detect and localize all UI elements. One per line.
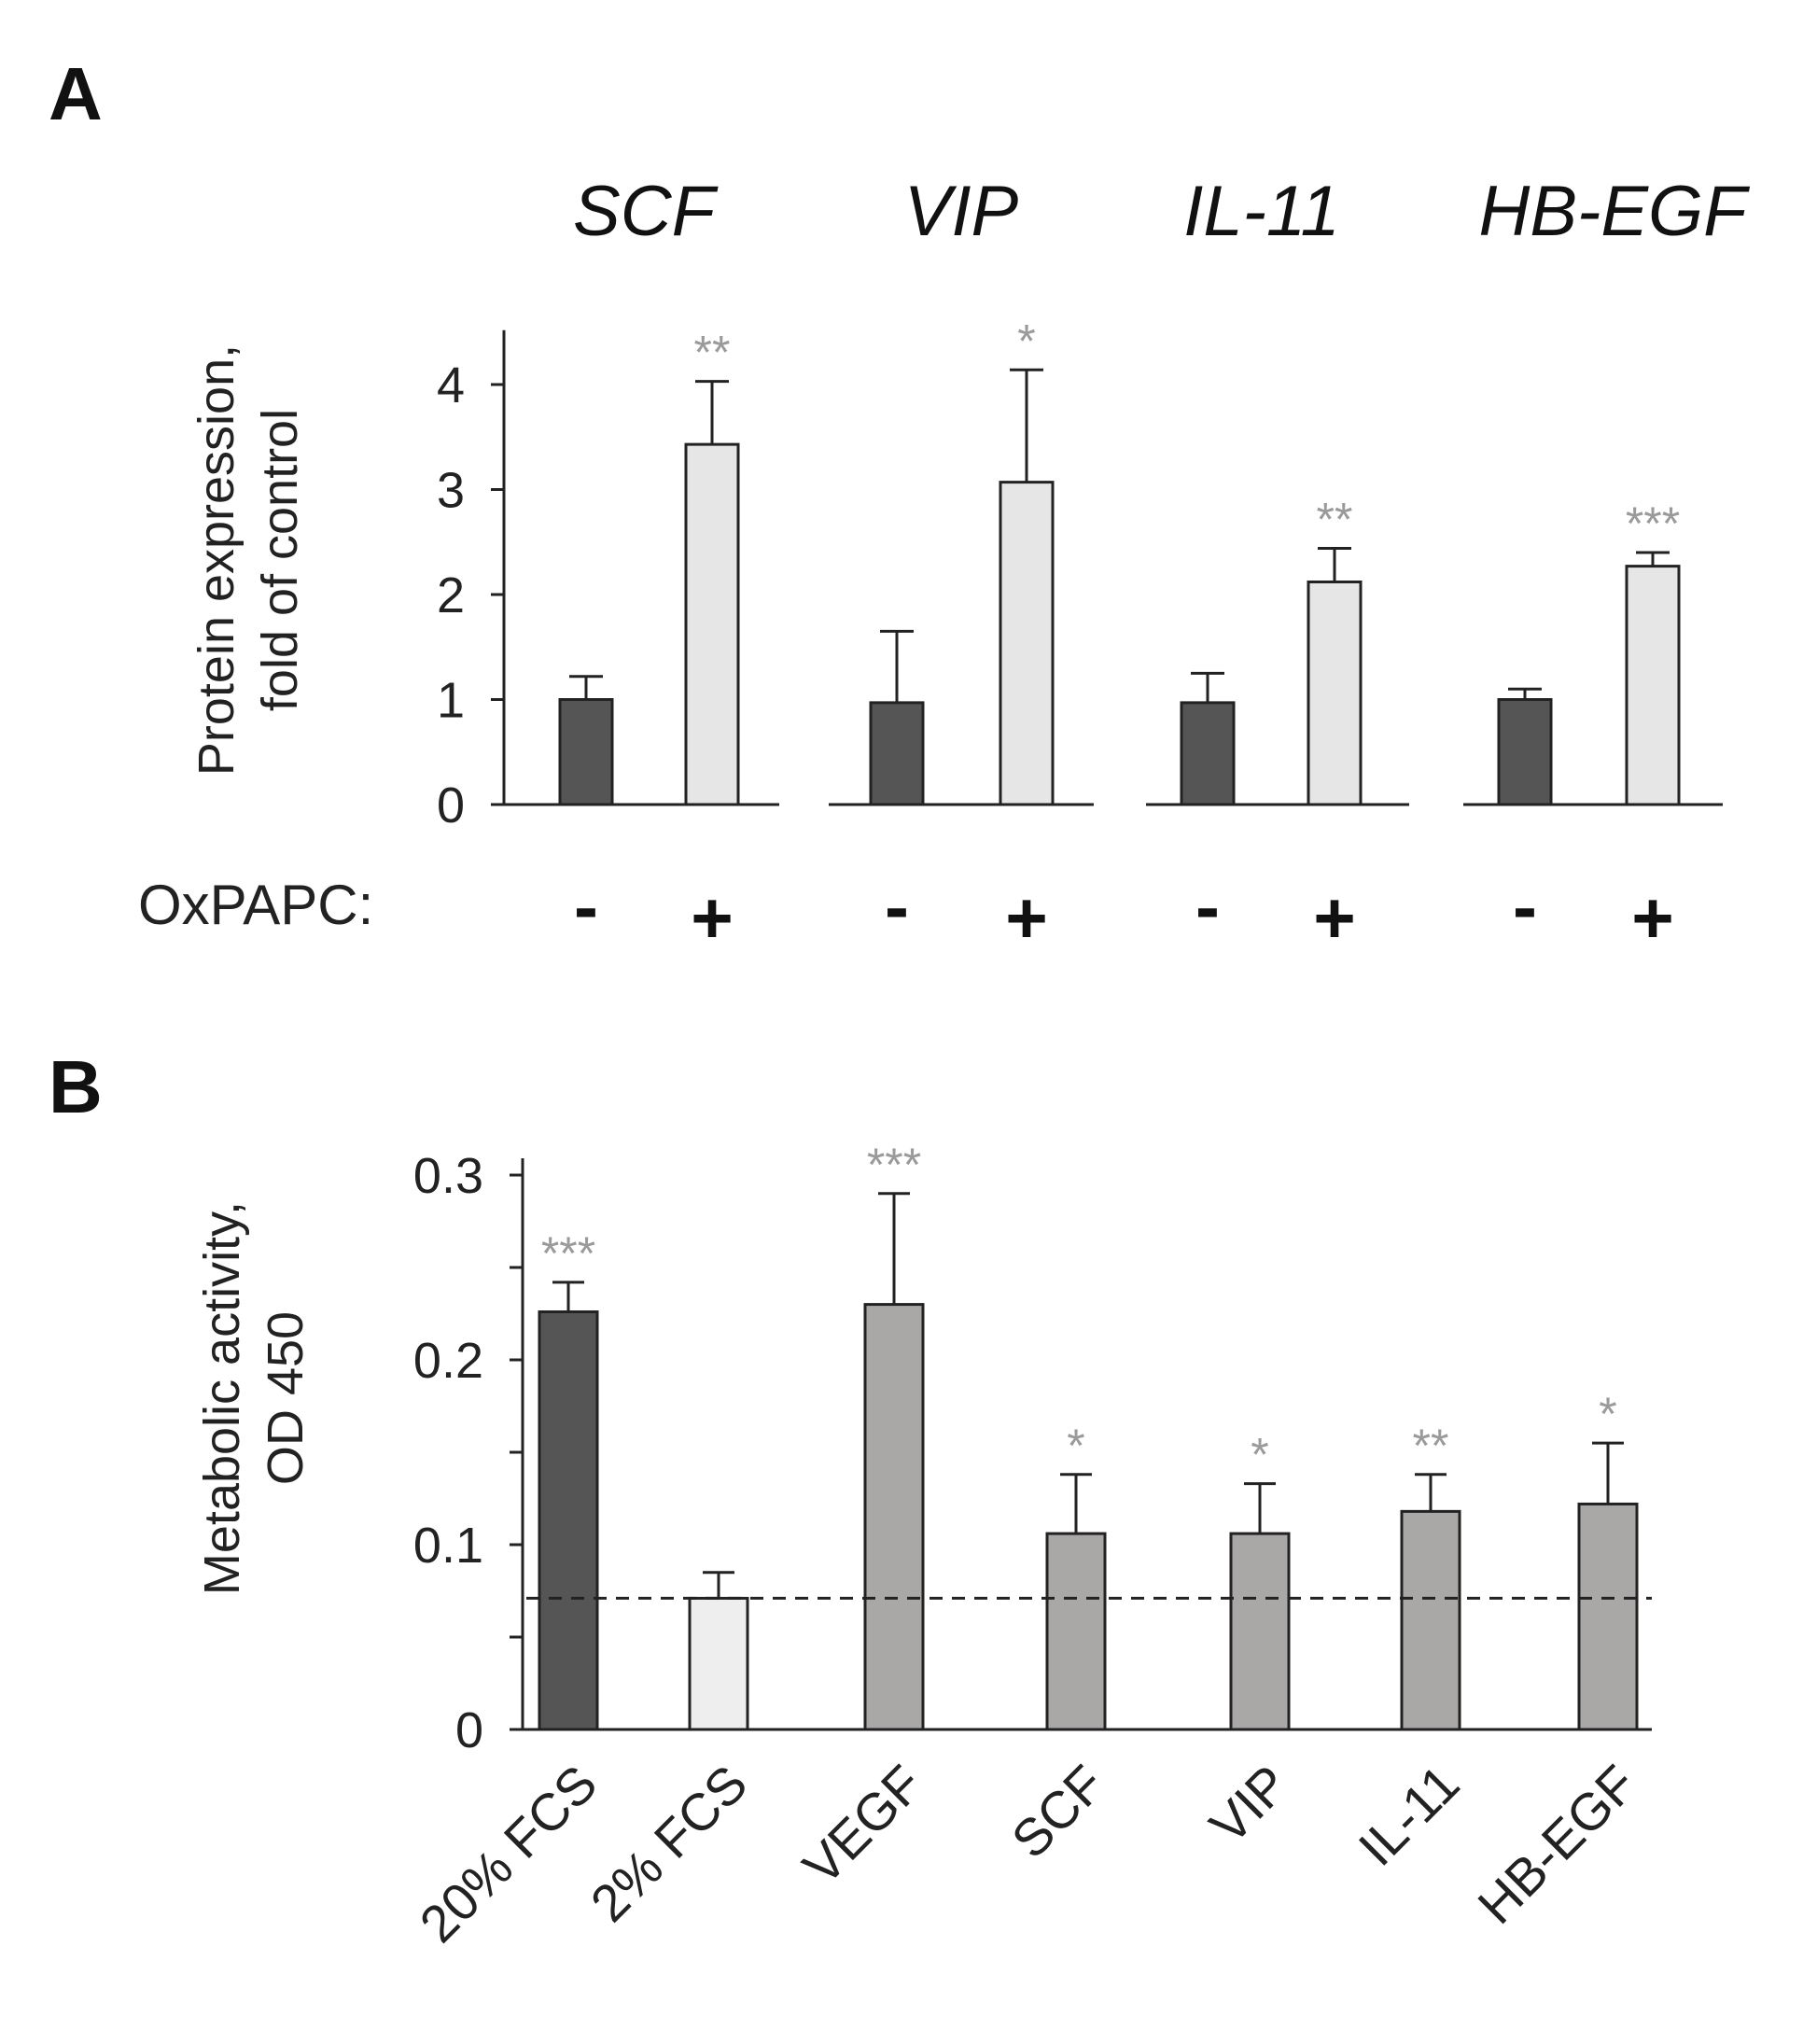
bar-b-il-11 bbox=[1400, 1509, 1461, 1731]
x-label-b-vip: VIP bbox=[1198, 1754, 1299, 1855]
significance-b-20-fcs: *** bbox=[541, 1227, 595, 1280]
y-tick-label-a-3: 3 bbox=[437, 463, 465, 519]
panel-b-letter: B bbox=[49, 1045, 103, 1128]
y-axis-title-a-line2: fold of control bbox=[252, 409, 308, 711]
group-title-scf: SCF bbox=[573, 172, 719, 251]
y-axis-title-b-line2: OD 450 bbox=[258, 1311, 314, 1485]
oxpapc-sign-scf-plus: + bbox=[691, 876, 734, 959]
panel-a-letter: A bbox=[49, 52, 103, 135]
bar-b-20-fcs bbox=[538, 1310, 599, 1731]
bar-hb-egf-minus bbox=[1497, 698, 1553, 806]
x-label-b-20-fcs: 20% FCS bbox=[408, 1754, 608, 1953]
group-title-hb-egf: HB-EGF bbox=[1478, 172, 1750, 251]
y-tick-label-b-0: 0 bbox=[455, 1702, 483, 1758]
bar-b-vegf bbox=[863, 1303, 925, 1731]
significance-a-il-11: ** bbox=[1317, 494, 1353, 546]
y-axis-title-b-line1: Metabolic activity, bbox=[194, 1201, 250, 1595]
bar-il-11-minus bbox=[1180, 701, 1236, 806]
significance-b-scf: * bbox=[1067, 1420, 1084, 1472]
significance-a-vip: * bbox=[1017, 315, 1035, 367]
oxpapc-sign-il-11-minus: - bbox=[1195, 865, 1220, 947]
oxpapc-label: OxPAPC: bbox=[138, 874, 373, 936]
oxpapc-sign-vip-plus: + bbox=[1005, 876, 1048, 959]
significance-a-scf: ** bbox=[694, 327, 731, 379]
group-title-il-11: IL-11 bbox=[1183, 172, 1340, 251]
y-tick-label-b-0-3: 0.3 bbox=[413, 1148, 483, 1204]
significance-b-vegf: *** bbox=[867, 1139, 921, 1191]
bar-b-2-fcs bbox=[688, 1596, 749, 1731]
bar-vip-minus bbox=[869, 701, 925, 806]
oxpapc-sign-vip-minus: - bbox=[885, 865, 909, 947]
bar-scf-minus bbox=[558, 698, 614, 806]
significance-a-hb-egf: *** bbox=[1626, 497, 1680, 550]
oxpapc-sign-hb-egf-minus: - bbox=[1513, 865, 1537, 947]
group-title-vip: VIP bbox=[904, 172, 1019, 251]
y-axis-title-a-line1: Protein expression, bbox=[189, 344, 245, 776]
significance-b-il-11: ** bbox=[1413, 1420, 1449, 1472]
bar-b-vip bbox=[1229, 1532, 1291, 1731]
bar-il-11-plus bbox=[1307, 581, 1363, 806]
y-tick-label-b-0-1: 0.1 bbox=[413, 1518, 483, 1574]
y-tick-label-a-4: 4 bbox=[437, 357, 465, 413]
x-label-b-scf: SCF bbox=[1000, 1754, 1116, 1869]
y-tick-label-b-0-2: 0.2 bbox=[413, 1333, 483, 1389]
bar-b-scf bbox=[1045, 1532, 1107, 1731]
y-tick-label-a-0: 0 bbox=[437, 777, 465, 833]
bar-scf-plus bbox=[684, 442, 740, 806]
bar-b-hb-egf bbox=[1577, 1502, 1639, 1731]
oxpapc-sign-il-11-plus: + bbox=[1313, 876, 1356, 959]
y-tick-label-a-1: 1 bbox=[437, 673, 465, 729]
bar-hb-egf-plus bbox=[1625, 565, 1681, 806]
significance-b-hb-egf: * bbox=[1599, 1388, 1616, 1440]
x-label-b-vegf: VEGF bbox=[791, 1754, 933, 1896]
oxpapc-sign-hb-egf-plus: + bbox=[1631, 876, 1674, 959]
y-tick-label-a-2: 2 bbox=[437, 567, 465, 623]
x-label-b-2-fcs: 2% FCS bbox=[580, 1754, 759, 1933]
x-label-b-hb-egf: HB-EGF bbox=[1466, 1754, 1647, 1935]
x-label-b-il-11: IL-11 bbox=[1348, 1754, 1471, 1877]
bar-vip-plus bbox=[999, 481, 1055, 806]
oxpapc-sign-scf-minus: - bbox=[574, 865, 598, 947]
panel-a-chart: 0 1 2 3 4 Protein expression, fold of control O… bbox=[138, 172, 1750, 959]
significance-b-vip: * bbox=[1251, 1429, 1268, 1481]
